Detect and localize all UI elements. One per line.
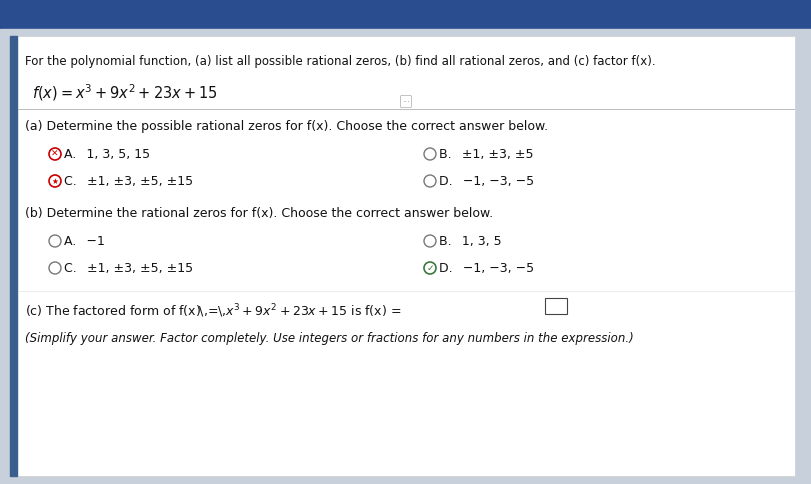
Bar — [544, 298, 566, 314]
Text: $f(x)=x^3+9x^2+23x+15$: $f(x)=x^3+9x^2+23x+15$ — [32, 82, 217, 103]
Text: A.  −1: A. −1 — [64, 235, 105, 247]
Text: C.  ±1, ±3, ±5, ±15: C. ±1, ±3, ±5, ±15 — [64, 261, 193, 274]
Text: ✓: ✓ — [426, 263, 433, 272]
Bar — [0, 0, 811, 30]
Text: D.  −1, −3, −5: D. −1, −3, −5 — [439, 175, 534, 188]
Text: ✕: ✕ — [51, 150, 58, 159]
Text: (b) Determine the rational zeros for f(x). Choose the correct answer below.: (b) Determine the rational zeros for f(x… — [25, 207, 492, 220]
Text: B.  1, 3, 5: B. 1, 3, 5 — [439, 235, 501, 247]
Text: For the polynomial function, (a) list all possible rational zeros, (b) find all : For the polynomial function, (a) list al… — [25, 55, 654, 68]
Bar — [10, 37, 17, 476]
Text: ···: ··· — [401, 98, 410, 107]
Text: B.  ±1, ±3, ±5: B. ±1, ±3, ±5 — [439, 148, 533, 161]
Text: ★: ★ — [52, 177, 58, 186]
FancyBboxPatch shape — [10, 37, 794, 476]
Text: (a) Determine the possible rational zeros for f(x). Choose the correct answer be: (a) Determine the possible rational zero… — [25, 120, 547, 133]
Text: C.  ±1, ±3, ±5, ±15: C. ±1, ±3, ±5, ±15 — [64, 175, 193, 188]
Text: D.  −1, −3, −5: D. −1, −3, −5 — [439, 261, 534, 274]
Text: A.  1, 3, 5, 15: A. 1, 3, 5, 15 — [64, 148, 150, 161]
Text: (c) The factored form of f(x)\,=\,$x^3+9x^2+23x+15$ is f(x) =: (c) The factored form of f(x)\,=\,$x^3+9… — [25, 302, 402, 319]
Text: (Simplify your answer. Factor completely. Use integers or fractions for any numb: (Simplify your answer. Factor completely… — [25, 332, 633, 344]
